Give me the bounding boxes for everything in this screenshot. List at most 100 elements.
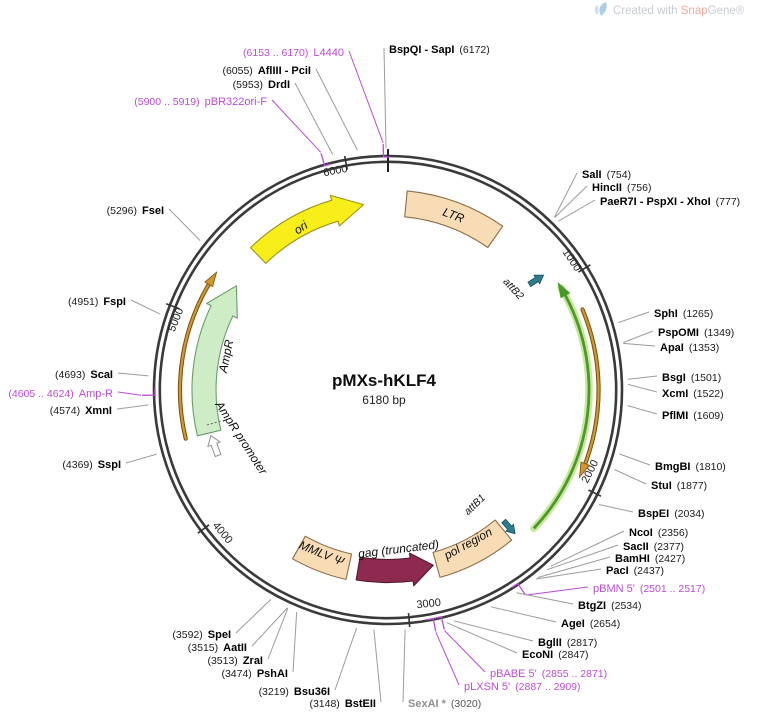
feature-pol[interactable]: pol region xyxy=(432,519,513,578)
leader-line-hincii xyxy=(554,185,588,218)
site-label-bmgbi[interactable]: BmgBI (1810) xyxy=(655,461,726,473)
site-label-xmni[interactable]: (4574) XmnI xyxy=(50,405,112,417)
site-label-bsgi[interactable]: BsgI (1501) xyxy=(662,372,721,384)
leader-line-bmgbi xyxy=(619,453,651,466)
site-label-pflmi[interactable]: PflMI (1609) xyxy=(662,410,724,422)
site-label-sspi[interactable]: (4369) SspI xyxy=(62,459,121,471)
site-label-stui[interactable]: StuI (1877) xyxy=(651,480,707,492)
feature-orfL[interactable] xyxy=(177,271,218,441)
site-label-amp-r[interactable]: (4605 .. 4624) Amp-R xyxy=(8,388,113,400)
leader-line-paci xyxy=(535,568,602,580)
leader-line-btgzi xyxy=(516,592,574,605)
leader-line-pbabe-5 xyxy=(444,630,486,673)
site-label-aatii[interactable]: (3515) AatII xyxy=(188,642,247,654)
feature-attB2[interactable]: attB2 xyxy=(500,271,546,302)
feature-label-attB2: attB2 xyxy=(500,276,526,302)
leader-line-fspi xyxy=(130,299,161,315)
leader-line-plxsn-5 xyxy=(435,632,460,686)
leader-line-zrai xyxy=(267,607,289,660)
site-label-pbabe-5[interactable]: pBABE 5' (2855 .. 2871) xyxy=(490,668,607,680)
scale-tick-2000 xyxy=(588,489,602,497)
site-label-bspqi-sapi[interactable]: BspQI - SapI (6172) xyxy=(389,44,490,56)
site-label-bsu36i[interactable]: (3219) Bsu36I xyxy=(259,686,330,698)
scale-tick-label-3000: 3000 xyxy=(416,597,442,611)
site-label-hincii[interactable]: HincII (756) xyxy=(592,182,651,194)
feature-mmlv[interactable]: MMLV Ψ xyxy=(291,535,353,580)
leader-line-pbmn-5 xyxy=(525,586,589,596)
leader-line-stui xyxy=(614,469,647,485)
primer-mark-pbr322ori-f xyxy=(320,153,332,167)
site-label-sexai[interactable]: SexAI * (3020) xyxy=(408,698,481,710)
site-label-pshai[interactable]: (3474) PshAI xyxy=(221,668,288,680)
site-label-zrai[interactable]: (3513) ZraI xyxy=(207,655,263,667)
leader-line-econi xyxy=(446,622,518,654)
site-label-pbmn-5[interactable]: pBMN 5' (2501 .. 2517) xyxy=(593,583,705,595)
feature-cds[interactable] xyxy=(530,282,593,533)
leader-line-agei xyxy=(490,606,557,623)
leader-line-pflmi xyxy=(627,405,658,415)
scale-tick-5000 xyxy=(165,302,180,310)
site-label-sphi[interactable]: SphI (1265) xyxy=(654,308,713,320)
site-label-btgzi[interactable]: BtgZI (2534) xyxy=(578,600,641,612)
site-label-afliii-pcii[interactable]: (6055) AflIII - PciI xyxy=(222,65,311,77)
leader-line-sphi xyxy=(618,311,650,324)
site-label-fsei[interactable]: (5296) FseI xyxy=(107,205,164,217)
site-label-paci[interactable]: PacI (2437) xyxy=(606,565,664,577)
scale-tick-label-4000: 4000 xyxy=(210,520,235,546)
leader-line-bsgi xyxy=(627,375,658,380)
snapgene-watermark: Created with SnapGene® xyxy=(594,2,745,17)
site-label-agei[interactable]: AgeI (2654) xyxy=(561,618,620,630)
leader-line-pbr322ori-f xyxy=(271,99,322,153)
leader-line-ncoi xyxy=(550,530,625,567)
leader-line-bglii xyxy=(453,620,534,642)
site-label-scai[interactable]: (4693) ScaI xyxy=(55,369,113,381)
leader-line-bsu36i xyxy=(334,627,358,691)
leader-line-sexai xyxy=(402,629,406,703)
leader-line-apai xyxy=(623,342,656,347)
feature-orfR[interactable] xyxy=(578,307,601,479)
leader-line-sali xyxy=(554,172,578,218)
site-label-xcmi[interactable]: XcmI (1522) xyxy=(662,388,724,400)
leader-line-sacii xyxy=(546,544,619,571)
snapgene-logo-icon xyxy=(599,2,607,16)
site-label-econi[interactable]: EcoNI (2847) xyxy=(522,649,589,661)
feature-ori[interactable]: ori xyxy=(249,194,365,264)
site-label-pspomi[interactable]: PspOMI (1349) xyxy=(658,327,734,339)
scale-tick-3000 xyxy=(407,613,411,628)
primer-mark-amp-r xyxy=(142,388,156,396)
leader-line-bspqi-sapi xyxy=(383,47,387,149)
leader-line-spei xyxy=(235,599,272,634)
site-label-fspi[interactable]: (4951) FspI xyxy=(68,296,126,308)
leader-line-pshai xyxy=(292,611,298,673)
leader-line-paer7i-pspxi-xhoi xyxy=(558,199,596,222)
site-label-bamhi[interactable]: BamHI (2427) xyxy=(615,553,685,565)
site-label-apai[interactable]: ApaI (1353) xyxy=(660,342,719,354)
feature-ltr[interactable]: LTR xyxy=(404,190,504,249)
leader-line-amp-r xyxy=(117,391,142,396)
site-label-bspei[interactable]: BspEI (2034) xyxy=(638,508,705,520)
leader-line-scai xyxy=(117,372,149,377)
site-label-bglii[interactable]: BglII (2817) xyxy=(538,637,597,649)
site-label-pbr322ori-f[interactable]: (5900 .. 5919) pBR322ori-F xyxy=(134,96,267,108)
primer-mark-pbmn-5 xyxy=(511,582,526,595)
primer-mark-l4440 xyxy=(382,143,391,158)
leader-line-bsteii xyxy=(373,629,382,703)
site-label-paer7i-pspxi-xhoi[interactable]: PaeR7I - PspXI - XhoI (777) xyxy=(600,196,740,208)
site-label-plxsn-5[interactable]: pLXSN 5' (2887 .. 2909) xyxy=(464,681,581,693)
site-label-sacii[interactable]: SacII (2377) xyxy=(623,541,684,553)
feature-gag[interactable]: gag (truncated) xyxy=(355,537,440,587)
site-label-sali[interactable]: SalI (754) xyxy=(582,169,631,181)
leader-line-bamhi xyxy=(537,556,611,578)
scale-tick-1000 xyxy=(578,264,591,273)
feature-label-attB1: attB1 xyxy=(462,492,488,518)
leader-line-afliii-pcii xyxy=(315,68,358,151)
site-label-drdi[interactable]: (5953) DrdI xyxy=(233,79,290,91)
plasmid-name: pMXs-hKLF4 xyxy=(332,371,436,390)
site-label-l4440[interactable]: (6153 .. 6170) L4440 xyxy=(243,47,344,59)
site-label-spei[interactable]: (3592) SpeI xyxy=(172,629,231,641)
site-label-ncoi[interactable]: NcoI (2356) xyxy=(629,527,688,539)
feature-label-gag: gag (truncated) xyxy=(357,537,439,561)
site-label-bsteii[interactable]: (3148) BstEII xyxy=(309,698,376,710)
scale-tick-label-1000: 1000 xyxy=(560,247,584,274)
